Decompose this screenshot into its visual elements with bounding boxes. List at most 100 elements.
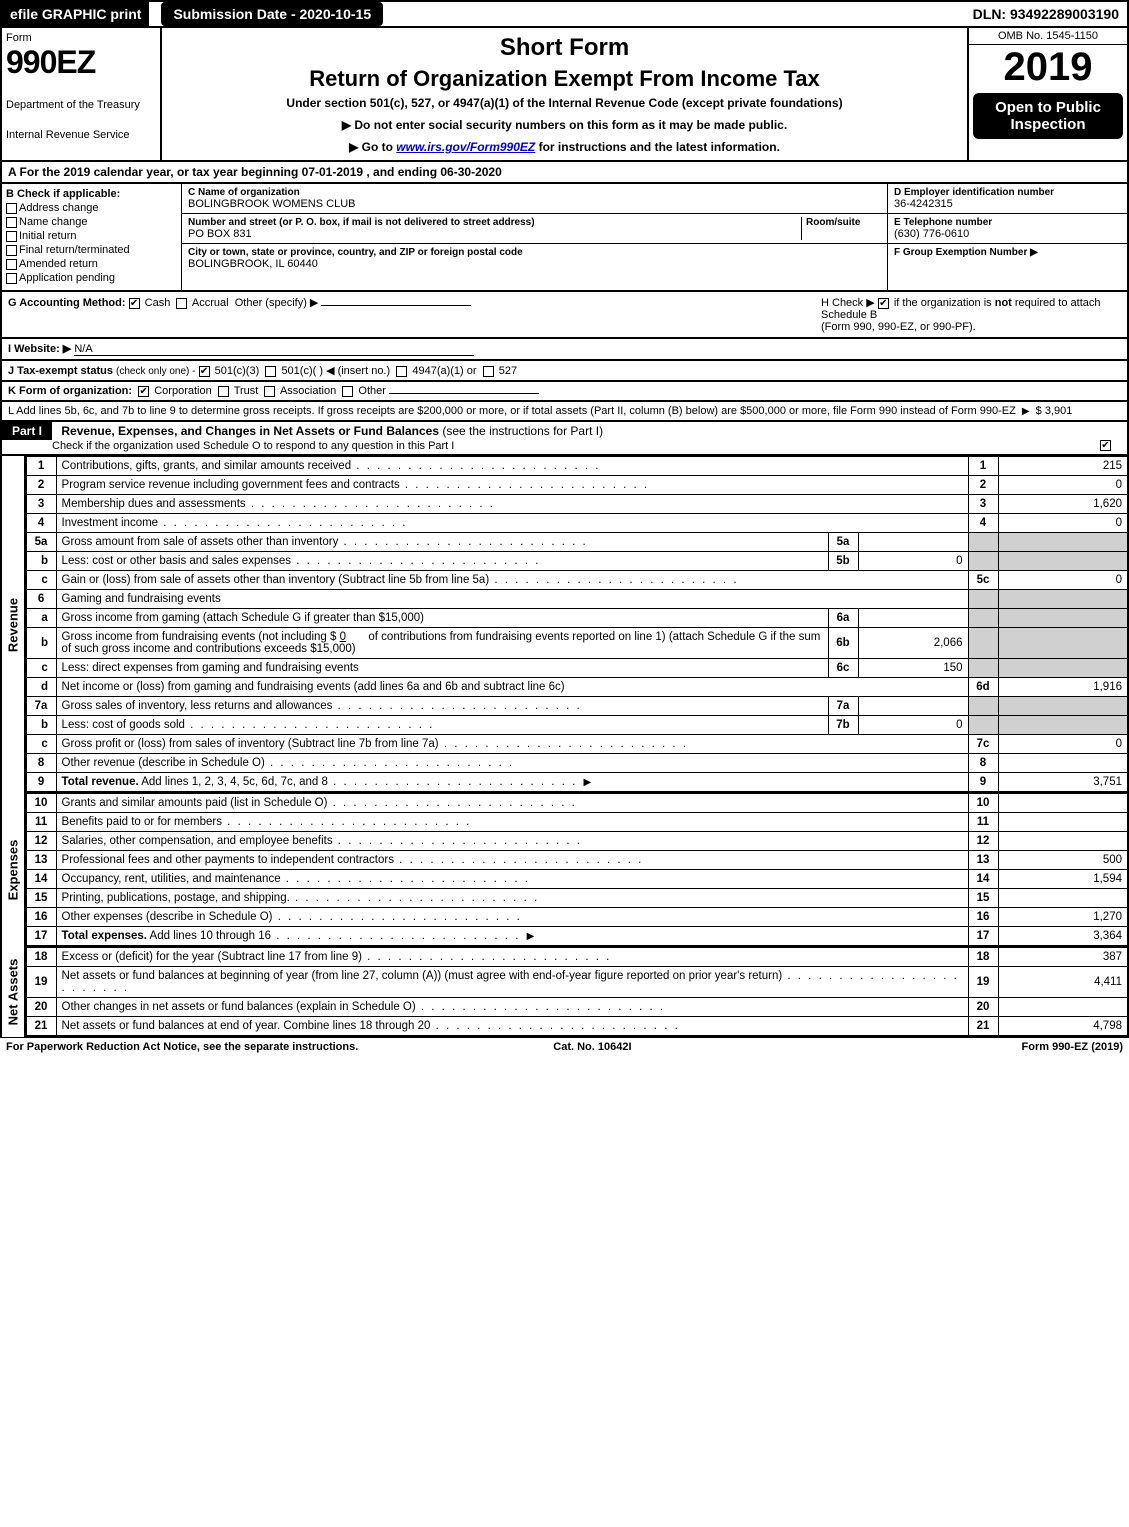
table-row: bLess: cost of goods sold7b0 — [26, 716, 1128, 735]
cb-association[interactable] — [264, 386, 275, 397]
cb-corporation[interactable] — [138, 386, 149, 397]
expenses-section: Expenses 10Grants and similar amounts pa… — [0, 793, 1129, 947]
cb-trust[interactable] — [218, 386, 229, 397]
room-label: Room/suite — [806, 217, 881, 228]
goto-pre: ▶ Go to — [349, 140, 396, 154]
part-1-title: Revenue, Expenses, and Changes in Net As… — [55, 422, 609, 440]
footer-paperwork: For Paperwork Reduction Act Notice, see … — [6, 1041, 358, 1053]
cb-amended-return[interactable]: Amended return — [6, 258, 177, 270]
table-row: 13Professional fees and other payments t… — [26, 851, 1128, 870]
cb-schedule-o[interactable] — [1100, 440, 1111, 451]
part-1-header: Part I Revenue, Expenses, and Changes in… — [0, 422, 1129, 456]
section-c-org-info: C Name of organization BOLINGBROOK WOMEN… — [182, 184, 887, 290]
table-row: 19Net assets or fund balances at beginni… — [26, 967, 1128, 998]
line-g-label: G Accounting Method: — [8, 297, 126, 309]
table-row: 21Net assets or fund balances at end of … — [26, 1017, 1128, 1037]
table-row: 9Total revenue. Total revenue. Add lines… — [26, 773, 1128, 793]
table-row: bLess: cost or other basis and sales exp… — [26, 552, 1128, 571]
line-k-form-of-org: K Form of organization: Corporation Trus… — [0, 382, 1129, 402]
ein-value: 36-4242315 — [894, 198, 1121, 210]
expenses-side-label: Expenses — [2, 793, 26, 947]
efile-label[interactable]: efile GRAPHIC print — [2, 2, 149, 26]
line-h-schedule-b: H Check ▶ if the organization is not req… — [821, 296, 1121, 333]
table-row: 12Salaries, other compensation, and empl… — [26, 832, 1128, 851]
cb-501c[interactable] — [265, 366, 276, 377]
footer-cat-no: Cat. No. 10642I — [553, 1041, 631, 1053]
tel-label: E Telephone number — [894, 217, 1121, 228]
net-assets-section: Net Assets 18Excess or (deficit) for the… — [0, 947, 1129, 1037]
entity-info-block: B Check if applicable: Address change Na… — [0, 184, 1129, 292]
header-center: Short Form Return of Organization Exempt… — [162, 28, 967, 160]
table-row: 6Gaming and fundraising events — [26, 590, 1128, 609]
line-i-website: I Website: ▶ N/A — [0, 339, 1129, 361]
line-l-gross-receipts: L Add lines 5b, 6c, and 7b to line 9 to … — [0, 402, 1129, 422]
cb-initial-return[interactable]: Initial return — [6, 230, 177, 242]
cb-final-return[interactable]: Final return/terminated — [6, 244, 177, 256]
cb-application-pending[interactable]: Application pending — [6, 272, 177, 284]
revenue-side-label: Revenue — [2, 456, 26, 793]
goto-post: for instructions and the latest informat… — [535, 140, 780, 154]
header-right: OMB No. 1545-1150 2019 Open to Public In… — [967, 28, 1127, 160]
dept-irs: Internal Revenue Service — [6, 129, 156, 141]
table-row: cGain or (loss) from sale of assets othe… — [26, 571, 1128, 590]
form-label: Form — [6, 32, 156, 44]
cb-address-change[interactable]: Address change — [6, 202, 177, 214]
table-row: 10Grants and similar amounts paid (list … — [26, 794, 1128, 813]
line-k-label: K Form of organization: — [8, 385, 132, 397]
org-name: BOLINGBROOK WOMENS CLUB — [188, 198, 881, 210]
header-left: Form 990EZ Department of the Treasury In… — [2, 28, 162, 160]
cb-other-org[interactable] — [342, 386, 353, 397]
table-row: 11Benefits paid to or for members11 — [26, 813, 1128, 832]
form-header: Form 990EZ Department of the Treasury In… — [0, 28, 1129, 162]
table-row: 7aGross sales of inventory, less returns… — [26, 697, 1128, 716]
goto-instructions: ▶ Go to www.irs.gov/Form990EZ for instru… — [168, 140, 961, 154]
table-row: 8Other revenue (describe in Schedule O)8 — [26, 754, 1128, 773]
website-label: I Website: ▶ — [8, 343, 71, 355]
org-name-label: C Name of organization — [188, 187, 881, 198]
cb-schedule-b-not-required[interactable] — [878, 298, 889, 309]
short-form-title: Short Form — [168, 34, 961, 62]
cb-501c3[interactable] — [199, 366, 210, 377]
other-specify-field[interactable] — [321, 305, 471, 306]
section-b-checkboxes: B Check if applicable: Address change Na… — [2, 184, 182, 290]
cb-accrual[interactable] — [176, 298, 187, 309]
footer-form-id: Form 990-EZ (2019) — [1022, 1041, 1123, 1053]
table-row: 1Contributions, gifts, grants, and simil… — [26, 457, 1128, 476]
line-l-text: L Add lines 5b, 6c, and 7b to line 9 to … — [8, 405, 1016, 417]
org-address: PO BOX 831 — [188, 228, 801, 240]
cb-name-change[interactable]: Name change — [6, 216, 177, 228]
section-def: D Employer identification number 36-4242… — [887, 184, 1127, 290]
part-1-schedule-o-check: Check if the organization used Schedule … — [2, 440, 1127, 454]
line-j-label: J Tax-exempt status — [8, 365, 113, 377]
ssn-warning: ▶ Do not enter social security numbers o… — [168, 118, 961, 132]
line-a-tax-year: A For the 2019 calendar year, or tax yea… — [0, 162, 1129, 184]
ein-label: D Employer identification number — [894, 187, 1121, 198]
addr-label: Number and street (or P. O. box, if mail… — [188, 217, 801, 228]
cb-527[interactable] — [483, 366, 494, 377]
page-footer: For Paperwork Reduction Act Notice, see … — [0, 1037, 1129, 1056]
cb-cash[interactable] — [129, 298, 140, 309]
revenue-section: Revenue 1Contributions, gifts, grants, a… — [0, 456, 1129, 793]
table-row: 15Printing, publications, postage, and s… — [26, 889, 1128, 908]
org-city: BOLINGBROOK, IL 60440 — [188, 258, 881, 270]
table-row: 20Other changes in net assets or fund ba… — [26, 998, 1128, 1017]
table-row: aGross income from gaming (attach Schedu… — [26, 609, 1128, 628]
table-row: 18Excess or (deficit) for the year (Subt… — [26, 948, 1128, 967]
line-g-accounting: G Accounting Method: Cash Accrual Other … — [8, 296, 821, 333]
submission-date-badge: Submission Date - 2020-10-15 — [161, 2, 383, 26]
line-gh: G Accounting Method: Cash Accrual Other … — [0, 292, 1129, 339]
table-row: 17Total expenses. Add lines 10 through 1… — [26, 927, 1128, 947]
table-row: 2Program service revenue including gover… — [26, 476, 1128, 495]
table-row: cGross profit or (loss) from sales of in… — [26, 735, 1128, 754]
section-subtitle: Under section 501(c), 527, or 4947(a)(1)… — [168, 96, 961, 110]
return-title: Return of Organization Exempt From Incom… — [168, 66, 961, 92]
website-value: N/A — [74, 343, 474, 356]
table-row: 16Other expenses (describe in Schedule O… — [26, 908, 1128, 927]
other-org-field[interactable] — [389, 393, 539, 394]
table-row: dNet income or (loss) from gaming and fu… — [26, 678, 1128, 697]
irs-link[interactable]: www.irs.gov/Form990EZ — [396, 140, 535, 154]
cb-4947a1[interactable] — [396, 366, 407, 377]
group-exemption-label: F Group Exemption Number ▶ — [894, 247, 1121, 258]
city-label: City or town, state or province, country… — [188, 247, 881, 258]
part-1-badge: Part I — [2, 422, 52, 440]
